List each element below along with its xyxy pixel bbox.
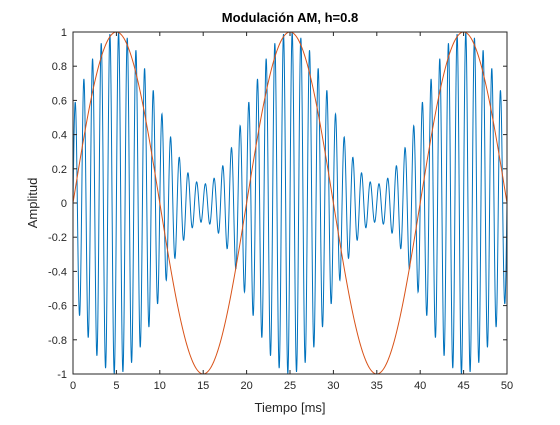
y-tick-label: 0.2	[52, 164, 67, 176]
y-axis: -1 -0.8 -0.6 -0.4 -0.2 0 0.2 0.4 0.6 0.8 1	[48, 27, 507, 381]
x-tick-label: 40	[414, 380, 426, 392]
x-tick-label: 50	[501, 380, 513, 392]
chart-title: Modulación AM, h=0.8	[222, 10, 358, 25]
modulated-signal-line	[72, 32, 508, 374]
x-tick-label: 25	[284, 380, 296, 392]
y-tick-label: 0	[61, 198, 67, 210]
y-tick-label: 0.8	[52, 61, 67, 73]
y-tick-label: -0.2	[48, 232, 67, 244]
x-tick-label: 15	[197, 380, 209, 392]
y-axis-label: Amplitud	[25, 178, 40, 229]
x-tick-label: 0	[70, 380, 76, 392]
x-tick-label: 45	[457, 380, 469, 392]
x-tick-label: 30	[327, 380, 339, 392]
y-tick-label: 1	[61, 27, 67, 39]
y-tick-label: 0.4	[52, 130, 67, 142]
y-tick-label: -0.4	[48, 266, 67, 278]
y-tick-label: -0.8	[48, 335, 67, 347]
y-tick-label: -0.6	[48, 301, 67, 313]
x-tick-label: 5	[113, 380, 119, 392]
x-tick-label: 20	[240, 380, 252, 392]
y-tick-label: 0.6	[52, 95, 67, 107]
x-tick-label: 35	[371, 380, 383, 392]
x-axis: 0 5 10 15 20 25 30 35 40 45 50	[70, 32, 513, 392]
x-axis-label: Tiempo [ms]	[254, 400, 325, 415]
series-layer	[72, 31, 508, 375]
x-tick-label: 10	[154, 380, 166, 392]
y-tick-label: -1	[57, 369, 67, 381]
